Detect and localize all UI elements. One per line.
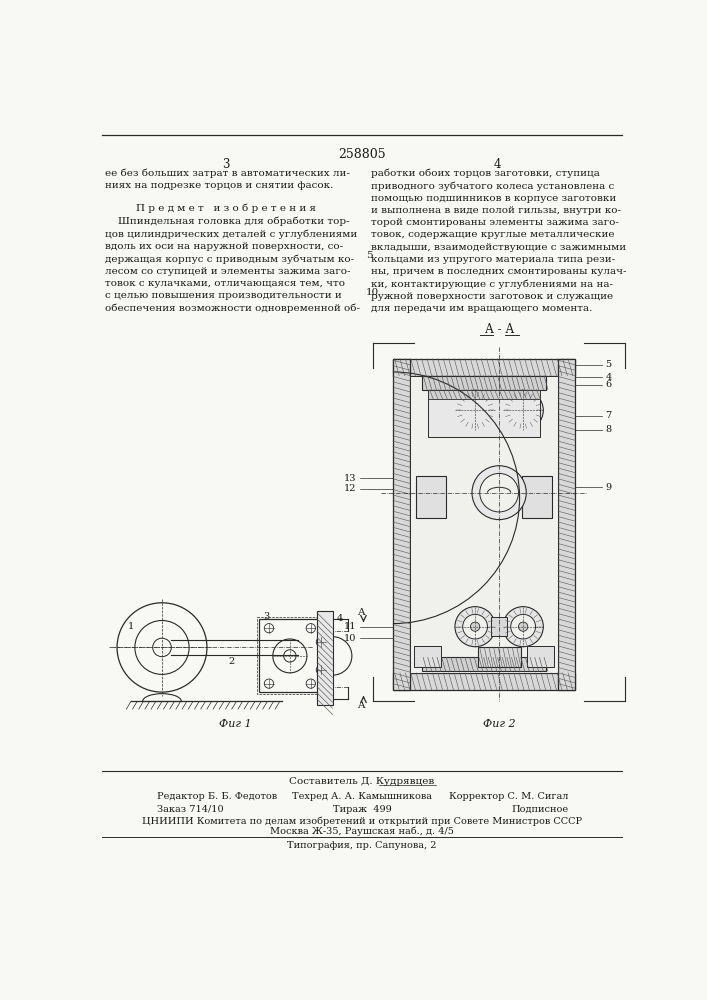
Text: 10: 10 (366, 288, 379, 297)
Text: Фиг 1: Фиг 1 (219, 719, 252, 729)
Bar (257, 617, 322, 694)
Bar (393, 673, 575, 690)
Circle shape (503, 607, 543, 647)
Bar (522, 476, 552, 518)
Text: 13: 13 (344, 474, 356, 483)
Text: 11: 11 (344, 622, 356, 631)
Circle shape (510, 614, 535, 639)
Text: 4: 4 (605, 373, 612, 382)
Circle shape (518, 622, 528, 631)
Bar (414, 646, 441, 667)
Text: 2: 2 (228, 657, 235, 666)
Text: Тираж  499: Тираж 499 (332, 805, 392, 814)
Text: 258805: 258805 (338, 148, 386, 161)
Text: ЦНИИПИ Комитета по делам изобретений и открытий при Совете Министров СССР: ЦНИИПИ Комитета по делам изобретений и о… (142, 816, 582, 826)
Text: A: A (357, 701, 365, 710)
Circle shape (470, 406, 480, 415)
Bar (410, 376, 558, 673)
Text: Шпиндельная головка для обработки тор-
цов цилиндрических деталей с углублениями: Шпиндельная головка для обработки тор- ц… (105, 216, 361, 313)
Text: Корректор С. М. Сигал: Корректор С. М. Сигал (449, 792, 568, 801)
Text: 3: 3 (264, 612, 270, 621)
Text: А - А: А - А (484, 323, 514, 336)
Bar (527, 646, 554, 667)
Bar (421, 376, 547, 389)
Text: 9: 9 (605, 483, 612, 492)
Bar (491, 617, 507, 636)
Bar (421, 657, 547, 671)
Text: A: A (357, 608, 365, 617)
Bar (259, 619, 321, 692)
Text: Составитель Д. Кудрявцев: Составитель Д. Кудрявцев (289, 777, 435, 786)
Text: 8: 8 (605, 425, 612, 434)
Text: Подписное: Подписное (511, 805, 568, 814)
Circle shape (462, 398, 488, 423)
Text: работки обоих торцов заготовки, ступица
приводного зубчатого колеса установлена : работки обоих торцов заготовки, ступица … (371, 169, 626, 313)
Text: 4: 4 (493, 158, 501, 172)
Bar (393, 359, 410, 690)
Bar (428, 389, 540, 399)
Circle shape (455, 607, 495, 647)
Text: 4: 4 (337, 614, 344, 623)
Circle shape (455, 390, 495, 430)
Text: 5: 5 (366, 251, 373, 260)
Circle shape (518, 406, 528, 415)
Text: Фиг 2: Фиг 2 (483, 719, 515, 729)
Circle shape (510, 398, 535, 423)
Bar (558, 359, 575, 690)
Circle shape (470, 622, 480, 631)
Text: 6: 6 (605, 380, 612, 389)
Text: Заказ 714/10: Заказ 714/10 (156, 805, 223, 814)
Circle shape (480, 473, 518, 512)
Text: 10: 10 (344, 634, 356, 643)
Text: ее без больших затрат в автоматических ли-
ниях на подрезке торцов и снятии фасо: ее без больших затрат в автоматических л… (105, 169, 350, 190)
Circle shape (472, 466, 526, 520)
Bar (317, 611, 332, 705)
Text: П р е д м е т   и з о б р е т е н и я: П р е д м е т и з о б р е т е н и я (136, 203, 316, 213)
Bar (416, 476, 445, 518)
Text: 1: 1 (128, 622, 134, 631)
Circle shape (503, 390, 543, 430)
Bar (491, 401, 507, 420)
Text: Москва Ж-35, Раушская наб., д. 4/5: Москва Ж-35, Раушская наб., д. 4/5 (270, 827, 454, 836)
Circle shape (462, 614, 488, 639)
Text: 3: 3 (223, 158, 230, 172)
Text: Техред А. А. Камышникова: Техред А. А. Камышникова (292, 792, 432, 801)
Bar (478, 647, 521, 667)
Text: 12: 12 (344, 484, 356, 493)
Text: 5: 5 (605, 360, 612, 369)
Text: Типография, пр. Сапунова, 2: Типография, пр. Сапунова, 2 (287, 841, 437, 850)
Bar (428, 389, 540, 437)
Text: Редактор Б. Б. Федотов: Редактор Б. Б. Федотов (156, 792, 276, 801)
Text: 7: 7 (605, 411, 612, 420)
Bar (393, 359, 575, 376)
